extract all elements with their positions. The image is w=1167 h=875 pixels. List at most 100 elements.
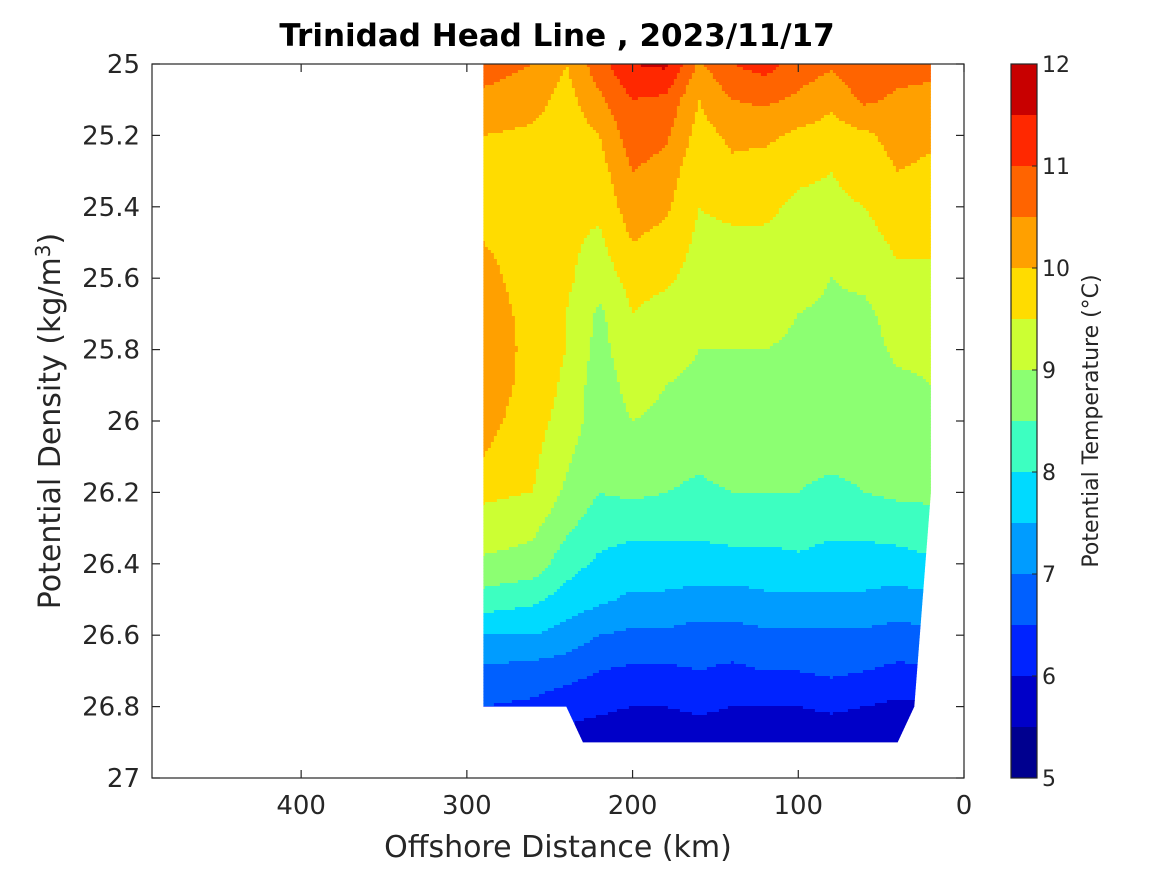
- contour-fill-cell: [595, 85, 624, 89]
- contour-fill-cell: [493, 256, 579, 260]
- contour-fill-cell: [634, 418, 931, 422]
- contour-fill-cell: [483, 319, 516, 323]
- contour-fill-cell: [592, 76, 618, 80]
- contour-fill-cell: [483, 556, 555, 560]
- contour-fill-cell: [483, 100, 549, 104]
- contour-fill-cell: [483, 643, 585, 647]
- contour-fill-cell: [730, 661, 735, 665]
- contour-fill-cell: [483, 232, 591, 236]
- contour-fill-cell: [814, 301, 870, 305]
- contour-fill-cell: [619, 136, 669, 140]
- contour-fill-cell: [823, 475, 840, 479]
- contour-fill-cell: [565, 346, 591, 350]
- contour-fill-cell: [730, 148, 750, 152]
- contour-fill-cell: [664, 67, 681, 71]
- contour-fill-cell: [574, 274, 618, 278]
- contour-fill-cell: [907, 85, 931, 89]
- colorbar-tick-label: 9: [1042, 359, 1056, 384]
- contour-fill-cell: [796, 190, 846, 194]
- contour-fill-cell: [568, 76, 594, 80]
- contour-fill-cell: [685, 148, 732, 152]
- contour-fill-cell: [483, 139, 603, 143]
- contour-fill-cell: [676, 106, 699, 110]
- contour-fill-cell: [895, 364, 931, 368]
- contour-fill-cell: [565, 334, 594, 338]
- contour-fill-cell: [622, 142, 669, 146]
- contour-fill-cell: [541, 448, 576, 452]
- contour-fill-cell: [483, 661, 510, 665]
- contour-fill-cell: [565, 307, 597, 311]
- contour-fill-cell: [808, 184, 840, 188]
- contour-fill-cell: [589, 640, 931, 644]
- contour-fill-cell: [628, 412, 645, 416]
- contour-fill-cell: [483, 316, 516, 320]
- contour-fill-cell: [550, 409, 585, 413]
- contour-fill-cell: [483, 106, 546, 110]
- contour-fill-cell: [565, 316, 594, 320]
- contour-fill-cell: [565, 322, 594, 326]
- contour-fill-cell: [553, 592, 627, 596]
- contour-fill-cell: [709, 214, 777, 218]
- contour-fill-cell: [892, 160, 918, 164]
- contour-fill-cell: [667, 490, 732, 494]
- contour-fill-cell: [787, 331, 882, 335]
- contour-fill-cell: [483, 247, 489, 251]
- contour-fill-cell: [574, 271, 618, 275]
- contour-fill-cell: [483, 634, 600, 638]
- contour-fill-cell: [483, 502, 486, 506]
- contour-fill-cell: [673, 280, 831, 284]
- contour-fill-cell: [538, 526, 576, 530]
- contour-fill-cell: [538, 454, 573, 458]
- contour-fill-cell: [691, 238, 885, 242]
- contour-fill-cell: [514, 373, 561, 377]
- contour-fill-cell: [673, 625, 759, 629]
- colorbar-swatch: [1011, 217, 1037, 268]
- contour-fill-cell: [832, 172, 931, 176]
- contour-fill-cell: [784, 202, 861, 206]
- contour-fill-cell: [706, 712, 831, 716]
- colorbar-swatch: [1011, 370, 1037, 421]
- contour-fill-cell: [685, 154, 888, 158]
- contour-fill-cell: [547, 565, 588, 569]
- contour-fill-cell: [754, 667, 876, 671]
- contour-fill-cell: [829, 676, 834, 680]
- contour-fill-cell: [619, 208, 672, 212]
- contour-fill-cell: [667, 211, 699, 215]
- contour-fill-cell: [505, 283, 573, 287]
- contour-fill-cell: [505, 286, 573, 290]
- contour-fill-cell: [499, 79, 561, 83]
- contour-fill-cell: [604, 100, 681, 104]
- contour-fill-cell: [778, 340, 885, 344]
- contour-fill-cell: [703, 475, 825, 479]
- contour-fill-cell: [616, 205, 672, 209]
- contour-fill-cell: [493, 253, 579, 257]
- contour-fill-cell: [483, 109, 546, 113]
- contour-fill-cell: [550, 94, 576, 98]
- contour-fill-cell: [483, 262, 498, 266]
- contour-fill-cell: [610, 667, 693, 671]
- contour-fill-cell: [886, 154, 927, 158]
- contour-fill-cell: [667, 382, 930, 386]
- contour-fill-cell: [619, 130, 672, 134]
- contour-fill-cell: [886, 349, 931, 353]
- contour-fill-cell: [508, 397, 555, 401]
- contour-fill-cell: [483, 517, 546, 521]
- contour-fill-cell: [661, 148, 687, 152]
- contour-fill-cell: [910, 370, 931, 374]
- contour-fill-cell: [637, 97, 681, 101]
- contour-fill-cell: [595, 310, 606, 314]
- contour-fill-cell: [484, 244, 582, 248]
- contour-fill-cell: [574, 268, 615, 272]
- contour-fill-cell: [601, 232, 630, 236]
- contour-fill-cell: [748, 586, 882, 590]
- colorbar-swatch: [1011, 319, 1037, 370]
- contour-fill-cell: [483, 253, 495, 257]
- contour-fill-cell: [709, 121, 816, 125]
- contour-fill-cell: [556, 589, 666, 593]
- contour-fill-cell: [727, 706, 804, 710]
- contour-fill-cell: [802, 487, 861, 491]
- y-axis-label-close: ): [33, 233, 68, 245]
- contour-fill-cell: [565, 478, 690, 482]
- contour-fill-cell: [877, 319, 931, 323]
- contour-fill-cell: [706, 118, 822, 122]
